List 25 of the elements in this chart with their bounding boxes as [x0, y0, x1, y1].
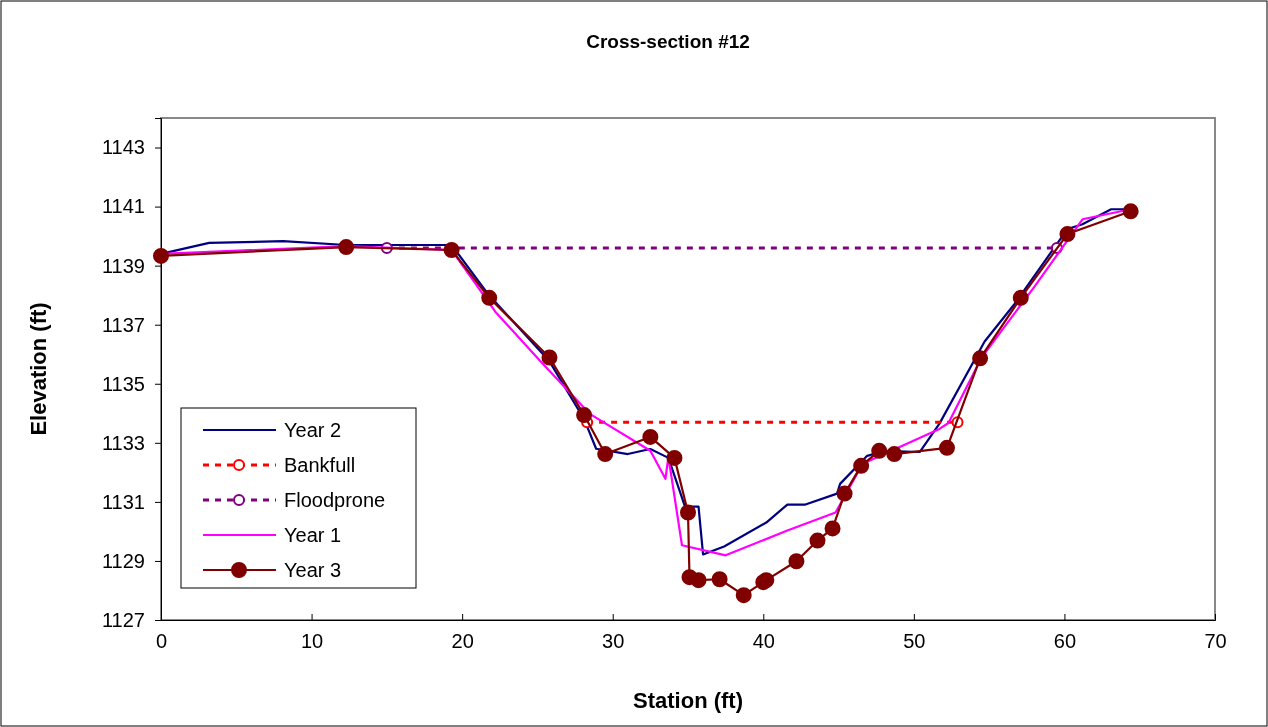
x-tick-label: 20 [451, 630, 474, 653]
x-tick-label: 0 [155, 630, 168, 653]
legend-label: Year 1 [284, 524, 342, 546]
legend-label: Year 2 [284, 419, 342, 441]
x-tick-label: 60 [1053, 630, 1077, 653]
legend-label: Floodprone [284, 489, 386, 511]
x-tick-label: 70 [1204, 630, 1227, 653]
x-axis-title: Station (ft) [633, 688, 743, 713]
x-tick-label: 50 [903, 630, 926, 653]
chart-title: Cross-section #12 [586, 31, 750, 52]
legend-label: Bankfull [284, 454, 356, 476]
y-tick-label: 1143 [101, 136, 145, 159]
y-tick-label: 1137 [101, 313, 145, 336]
x-tick-label: 10 [300, 630, 324, 653]
y-tick-label: 1133 [101, 431, 145, 454]
y-tick-label: 1129 [101, 549, 145, 572]
y-tick-label: 1139 [101, 254, 145, 277]
y-tick-label: 1127 [101, 608, 145, 631]
y-tick-label: 1131 [101, 490, 145, 513]
legend-label: Year 3 [284, 559, 342, 581]
y-tick-label: 1135 [101, 372, 145, 395]
x-tick-label: 30 [602, 630, 625, 653]
y-axis-title: Elevation (ft) [26, 302, 51, 436]
y-tick-label: 1141 [101, 195, 145, 218]
x-tick-label: 40 [752, 630, 775, 653]
